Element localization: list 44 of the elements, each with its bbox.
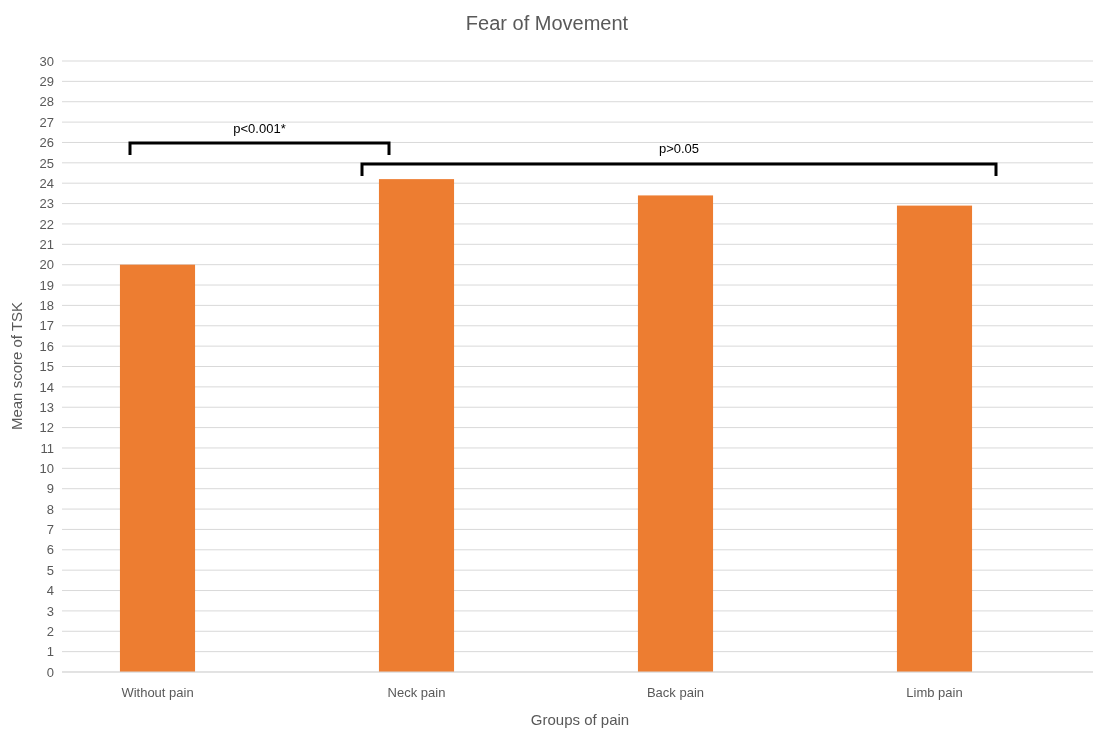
y-tick-label: 14 [39, 379, 54, 395]
y-tick-label: 27 [39, 114, 54, 130]
x-tick-label: Without pain [121, 685, 194, 701]
bar [637, 195, 714, 672]
y-tick-label: 4 [46, 583, 54, 599]
y-axis-title: Mean score of TSK [8, 301, 25, 431]
y-tick-label: 22 [39, 216, 54, 232]
y-tick-label: 20 [39, 257, 54, 273]
y-tick-label: 2 [46, 623, 54, 639]
chart-title: Fear of Movement [465, 12, 629, 34]
y-tick-label: 16 [39, 338, 54, 354]
bar [896, 205, 973, 672]
y-tick-label: 8 [46, 501, 54, 517]
x-axis-title: Groups of pain [530, 711, 630, 728]
y-tick-label: 15 [39, 359, 54, 375]
y-tick-label: 21 [39, 236, 54, 252]
y-tick-label: 0 [46, 664, 54, 680]
y-tick-label: 19 [39, 277, 54, 293]
y-tick-label: 30 [39, 53, 54, 69]
annotation: p>0.05 [658, 141, 700, 156]
y-tick-label: 12 [39, 420, 54, 436]
y-tick-label: 3 [46, 603, 54, 619]
y-tick-label: 29 [39, 74, 54, 90]
y-tick-label: 6 [46, 542, 54, 558]
y-tick-label: 26 [39, 135, 54, 151]
y-tick-label: 24 [39, 175, 54, 191]
y-tick-label: 23 [39, 196, 54, 212]
y-tick-label: 7 [46, 522, 54, 538]
y-tick-label: 11 [40, 440, 54, 456]
x-tick-label: Back pain [646, 685, 705, 701]
y-tick-label: 18 [39, 298, 54, 314]
y-tick-label: 9 [46, 481, 54, 497]
y-tick-label: 17 [39, 318, 54, 334]
y-tick-label: 13 [39, 399, 54, 415]
y-tick-label: 10 [39, 460, 54, 476]
y-tick-label: 5 [46, 562, 54, 578]
y-tick-label: 28 [39, 94, 54, 110]
y-tick-label: 1 [46, 644, 54, 660]
y-tick-label: 25 [39, 155, 54, 171]
x-tick-label: Limb pain [906, 685, 963, 701]
bar [378, 179, 455, 672]
annotation: p<0.001* [233, 121, 286, 136]
bar [119, 264, 196, 672]
x-tick-label: Neck pain [387, 685, 446, 701]
